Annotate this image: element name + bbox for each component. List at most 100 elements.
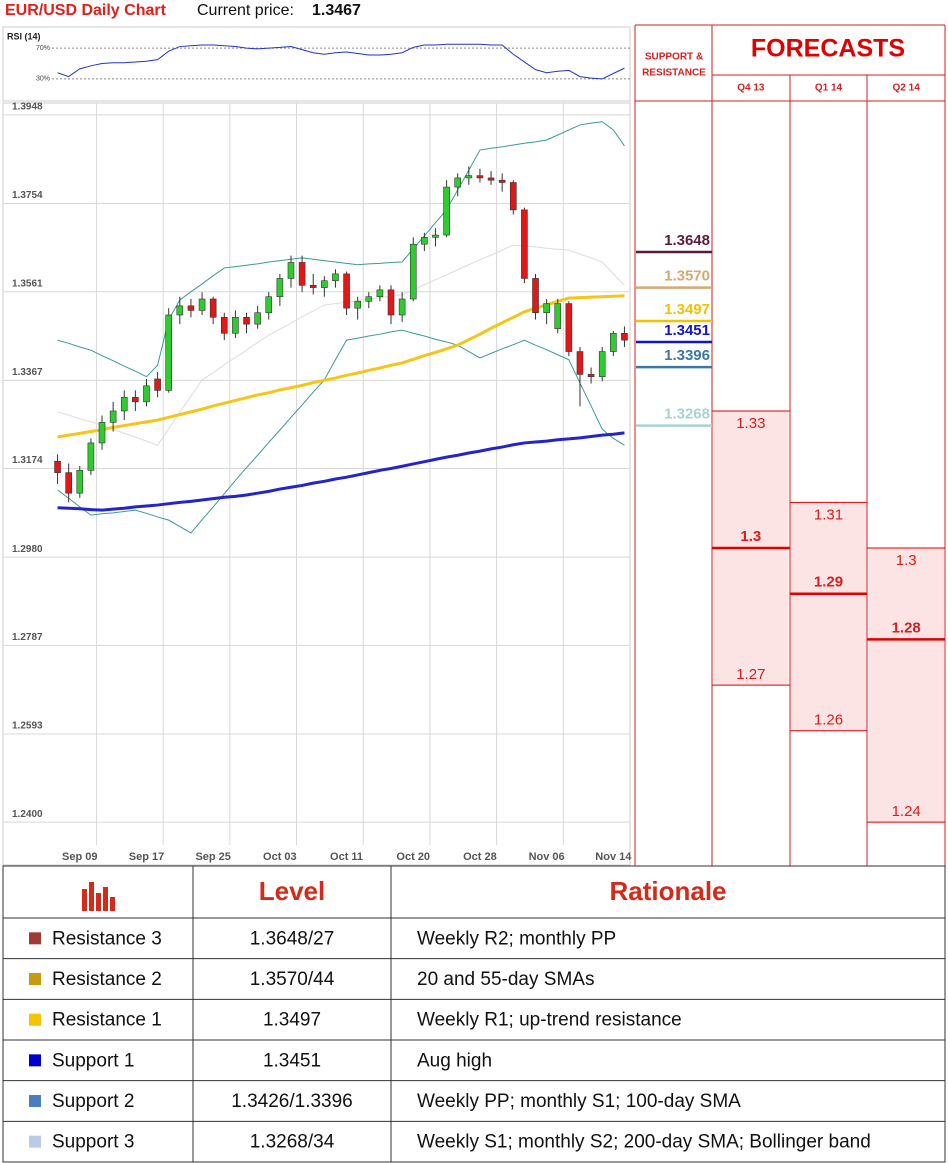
candle-body <box>610 332 617 352</box>
level-label: 1.3451 <box>664 322 710 339</box>
candle-body <box>76 470 84 494</box>
y-tick-label: 1.3367 <box>12 367 43 378</box>
candle-body <box>287 262 295 279</box>
candle-body <box>576 351 584 375</box>
candle-body <box>376 289 384 298</box>
forecast-mid-label: 1.28 <box>892 619 921 636</box>
row-label: Resistance 2 <box>52 969 162 990</box>
candle-body <box>465 175 473 179</box>
candle-body <box>354 300 361 309</box>
table-frame <box>2 865 946 1163</box>
table-header: Rationale <box>609 876 726 906</box>
candle-body <box>476 175 484 179</box>
row-label: Support 3 <box>52 1132 134 1153</box>
candle-body <box>154 378 161 391</box>
row-level: 1.3451 <box>263 1050 321 1071</box>
row-level: 1.3648/27 <box>250 928 335 949</box>
candle-body <box>498 179 506 183</box>
icon-bar <box>89 882 94 911</box>
forecast-mid-label: 1.3 <box>740 528 761 545</box>
y-tick-label: 1.2400 <box>12 809 43 820</box>
row-label: Resistance 1 <box>52 1010 162 1031</box>
candle-body <box>587 374 595 377</box>
rsi-line <box>57 43 625 80</box>
row-swatch <box>29 932 41 945</box>
row-swatch <box>29 1013 41 1026</box>
x-tick-label: Oct 11 <box>330 851 363 863</box>
chart-title: EUR/USD Daily Chart <box>5 2 167 19</box>
forecast-title: FORECASTS <box>751 35 905 63</box>
icon-bar <box>103 887 108 911</box>
x-tick-label: Sep 09 <box>62 851 97 863</box>
icon-bar <box>82 889 87 911</box>
candle-body <box>409 243 417 300</box>
candle-body <box>309 285 317 288</box>
row-level: 1.3497 <box>263 1010 321 1031</box>
candle-body <box>487 177 495 181</box>
y-tick-label: 1.3174 <box>12 455 43 466</box>
candle-body <box>398 298 406 316</box>
candle-body <box>254 312 261 325</box>
y-tick-label: 1.3754 <box>12 190 43 201</box>
candle-body <box>343 273 350 309</box>
candle-body <box>187 305 195 311</box>
level-label: 1.3570 <box>664 268 710 285</box>
quarter-label: Q1 14 <box>815 83 843 94</box>
y-tick-label: 1.2593 <box>12 721 43 732</box>
quarter-label: Q2 14 <box>893 83 921 94</box>
candle-body <box>521 209 528 279</box>
table-icon <box>82 882 115 911</box>
candle-body <box>432 234 439 238</box>
candle-body <box>120 396 128 412</box>
forecast-low-label: 1.24 <box>892 803 921 820</box>
candle-body <box>54 460 61 473</box>
candle-body <box>321 280 328 288</box>
row-level: 1.3570/44 <box>250 969 335 990</box>
row-rationale: Weekly S1; monthly S2; 200-day SMA; Boll… <box>417 1132 871 1153</box>
candle-body <box>132 396 139 403</box>
candle-body <box>621 332 628 341</box>
x-tick-label: Oct 03 <box>263 851 297 863</box>
candle-body <box>421 237 428 245</box>
icon-bar <box>96 893 101 911</box>
table-header: Level <box>259 876 326 906</box>
overlay-line <box>57 121 625 378</box>
y-tick-label: 1.3561 <box>12 278 43 289</box>
candle-body <box>509 182 517 211</box>
candle-body <box>198 298 206 311</box>
candle-body <box>232 316 239 334</box>
row-swatch <box>29 1095 41 1107</box>
overlay-line <box>57 294 625 439</box>
x-tick-label: Sep 17 <box>129 851 164 863</box>
row-swatch <box>29 1135 41 1148</box>
row-rationale: Weekly R2; monthly PP <box>417 928 616 949</box>
candle-body <box>543 303 550 314</box>
row-rationale: Aug high <box>417 1050 492 1071</box>
x-tick-label: Nov 06 <box>529 851 565 863</box>
x-tick-label: Oct 28 <box>463 851 497 863</box>
levels-title: RESISTANCE <box>642 68 706 79</box>
candle-body <box>109 410 117 423</box>
row-swatch <box>29 1054 41 1067</box>
price-value: 1.3467 <box>312 2 361 19</box>
forecast-low-label: 1.26 <box>814 712 843 729</box>
row-label: Support 1 <box>52 1050 134 1071</box>
row-rationale: 20 and 55-day SMAs <box>417 969 594 990</box>
overlay-line <box>57 431 625 512</box>
quarter-label: Q4 13 <box>737 83 765 94</box>
price-panel <box>2 102 631 866</box>
overlay-line <box>57 329 625 534</box>
forecast-frame <box>634 24 946 866</box>
candle-body <box>365 296 373 302</box>
price-label: Current price: <box>197 2 294 19</box>
candle-body <box>454 177 462 188</box>
row-rationale: Weekly R1; up-trend resistance <box>417 1010 682 1031</box>
forecast-mid-label: 1.29 <box>814 574 843 591</box>
level-label: 1.3648 <box>664 232 710 249</box>
forecast-high-label: 1.3 <box>896 552 917 569</box>
candle-body <box>87 442 95 471</box>
x-tick-label: Nov 14 <box>595 851 632 863</box>
y-tick-label: 70% <box>36 45 50 52</box>
candle-body <box>598 351 606 377</box>
